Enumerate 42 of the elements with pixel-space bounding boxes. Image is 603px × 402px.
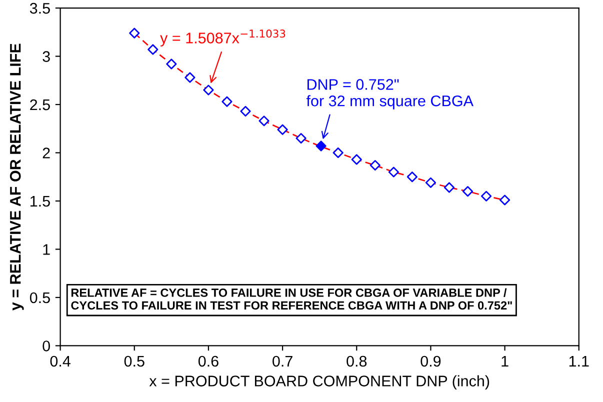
- point: [316, 140, 326, 152]
- point: [277, 124, 288, 135]
- point: [406, 172, 418, 182]
- point: [370, 160, 380, 171]
- y-tick-label: 3.5: [30, 2, 50, 14]
- point: [240, 106, 251, 117]
- point: [222, 96, 232, 107]
- x-axis-title: x = PRODUCT BOARD COMPONENT DNP (inch): [149, 375, 490, 390]
- point: [444, 182, 455, 193]
- x-tick-label: 0.9: [420, 356, 441, 367]
- annotation: DNP = 0.752" for 32 mm square CBGA: [306, 79, 474, 110]
- x-tick-label: 1.1: [569, 356, 589, 367]
- point: [203, 84, 214, 96]
- y-tick-label: 3: [42, 51, 50, 62]
- point: [148, 44, 158, 55]
- x-tick-label: 0.4: [50, 356, 70, 367]
- point: [480, 190, 492, 202]
- y-tick-label: 0: [42, 340, 50, 352]
- annotation: RELATIVE AF = CYCLES TO FAILURE IN USE FOR CBGA OF VARIABLE DNP / CYCLES TO FAILURE IN TEST FOR REFERENCE CBGA WITH A DNP OF 0.752": [71, 288, 512, 310]
- y-axis-title: y = RELATIVE AF OR RELATIVE LIFE: [10, 44, 24, 311]
- point: [296, 132, 306, 144]
- point: [499, 194, 510, 206]
- annotation: y = 1.5087x$^{−1.1033}$: [160, 30, 286, 46]
- y-tick-label: 1: [43, 244, 50, 255]
- x-tick-label: 0.5: [124, 356, 144, 367]
- x-tick-label: 0.6: [198, 356, 218, 367]
- point: [351, 154, 362, 165]
- x-tick-label: 1: [502, 356, 508, 367]
- y-tick-label: 0.5: [30, 292, 50, 304]
- point: [129, 28, 140, 38]
- y-tick-label: 2: [42, 148, 50, 158]
- point: [425, 177, 436, 188]
- x-tick-label: 0.7: [272, 356, 292, 367]
- point: [184, 72, 196, 83]
- point: [166, 58, 177, 70]
- y-tick-label: 2.5: [30, 99, 50, 110]
- x-tick-label: 0.8: [346, 356, 367, 367]
- y-tick-label: 1.5: [30, 196, 50, 207]
- point: [258, 116, 270, 126]
- point: [388, 166, 399, 178]
- point: [462, 186, 474, 197]
- point: [332, 147, 344, 158]
